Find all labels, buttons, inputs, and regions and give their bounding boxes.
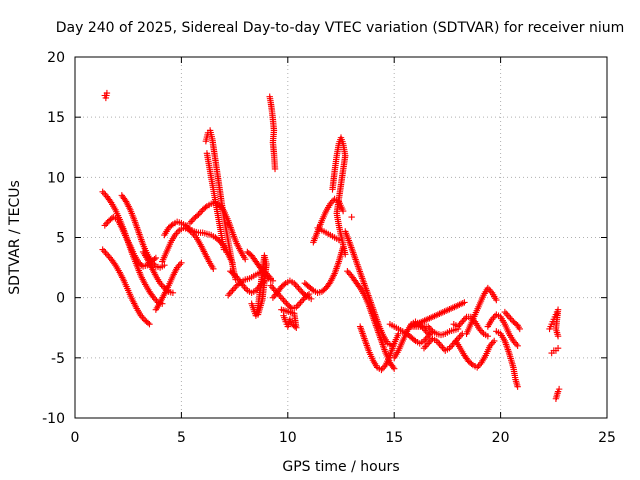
data-point (254, 311, 262, 318)
data-point (271, 165, 279, 173)
data-point (169, 289, 177, 297)
data-point (185, 224, 192, 232)
x-axis-title: GPS time / hours (282, 459, 399, 475)
data-point (348, 213, 355, 221)
data-point (554, 332, 562, 340)
data-point (391, 365, 398, 372)
data-point (339, 207, 347, 215)
x-tick-label: 15 (385, 430, 403, 446)
data-point (278, 306, 285, 313)
data-point (389, 363, 397, 371)
y-tick-label: -5 (51, 351, 65, 367)
data-marks (99, 89, 563, 402)
data-point (242, 255, 249, 263)
data-point (468, 360, 475, 368)
y-tick-label: 20 (47, 50, 65, 66)
data-point (168, 222, 175, 229)
axis-ticks: 0 5 10 15 20 25 -10 -5 0 5 10 15 20 (42, 50, 616, 446)
data-point (138, 261, 145, 269)
data-point (106, 197, 114, 205)
data-point (425, 330, 432, 337)
data-point (491, 337, 498, 345)
data-point (111, 260, 118, 267)
data-point (269, 277, 277, 285)
y-axis-title: SDTVAR / TECUs (7, 180, 23, 295)
data-point (555, 385, 563, 393)
data-point (146, 320, 153, 328)
data-point (422, 323, 430, 330)
x-tick-label: 10 (279, 430, 297, 446)
y-tick-label: 5 (56, 231, 65, 247)
data-point (102, 94, 110, 102)
data-point (144, 319, 152, 327)
x-tick-label: 25 (598, 430, 616, 446)
y-tick-label: 15 (47, 110, 65, 126)
data-point (308, 286, 316, 293)
data-point (514, 342, 521, 349)
data-point (161, 261, 168, 269)
y-tick-label: 10 (47, 170, 65, 186)
x-tick-label: 20 (492, 430, 510, 446)
data-point (193, 212, 201, 220)
x-tick-label: 5 (177, 430, 186, 446)
y-tick-label: 0 (56, 291, 65, 307)
data-point (514, 383, 521, 390)
data-point (302, 292, 309, 299)
data-point (220, 246, 228, 253)
y-tick-label: -10 (42, 411, 65, 427)
data-point (152, 254, 160, 262)
data-point (355, 283, 363, 290)
data-point (484, 332, 492, 340)
data-point (493, 296, 500, 304)
x-tick-label: 0 (71, 430, 80, 446)
chart-title: Day 240 of 2025, Sidereal Day-to-day VTE… (56, 20, 625, 36)
data-point (516, 325, 523, 333)
data-point (202, 204, 209, 211)
data-point (281, 281, 288, 288)
data-point (554, 345, 562, 352)
data-point (308, 295, 315, 303)
data-point (178, 259, 185, 266)
data-point (410, 336, 418, 343)
data-point (210, 265, 217, 272)
data-point (229, 270, 237, 277)
data-point (342, 251, 349, 258)
